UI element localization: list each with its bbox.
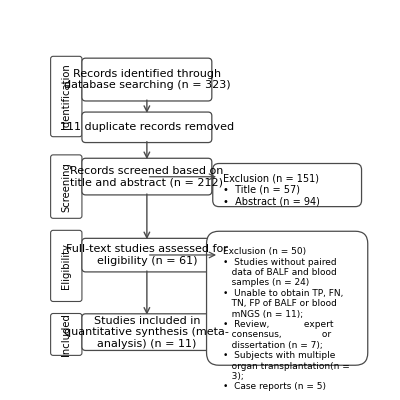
FancyBboxPatch shape [82,314,212,350]
Text: Full-text studies assessed for
eligibility (n = 61): Full-text studies assessed for eligibili… [66,244,228,266]
Text: Screening: Screening [61,162,71,212]
FancyBboxPatch shape [51,314,82,355]
FancyBboxPatch shape [51,230,82,302]
FancyBboxPatch shape [51,56,82,137]
Text: Included: Included [61,313,71,356]
Text: Records identified through
database searching (n = 323): Records identified through database sear… [64,69,230,90]
FancyBboxPatch shape [206,231,368,365]
Text: Exclusion (n = 50)
•  Studies without paired
   data of BALF and blood
   sample: Exclusion (n = 50) • Studies without pai… [223,247,350,392]
FancyBboxPatch shape [213,164,362,207]
FancyBboxPatch shape [82,112,212,142]
Text: 111 duplicate records removed: 111 duplicate records removed [60,122,234,132]
Text: Exclusion (n = 151)
•  Title (n = 57)
•  Abstract (n = 94): Exclusion (n = 151) • Title (n = 57) • A… [223,173,320,206]
FancyBboxPatch shape [82,238,212,272]
Text: Identification: Identification [61,64,71,129]
FancyBboxPatch shape [82,158,212,195]
Text: Eligibility: Eligibility [61,243,71,289]
FancyBboxPatch shape [51,155,82,218]
FancyBboxPatch shape [82,58,212,101]
Text: Studies included in
quantitative synthesis (meta-
analysis) (n = 11): Studies included in quantitative synthes… [64,316,229,349]
Text: Records screened based on
title and abstract (n = 212): Records screened based on title and abst… [70,166,224,187]
